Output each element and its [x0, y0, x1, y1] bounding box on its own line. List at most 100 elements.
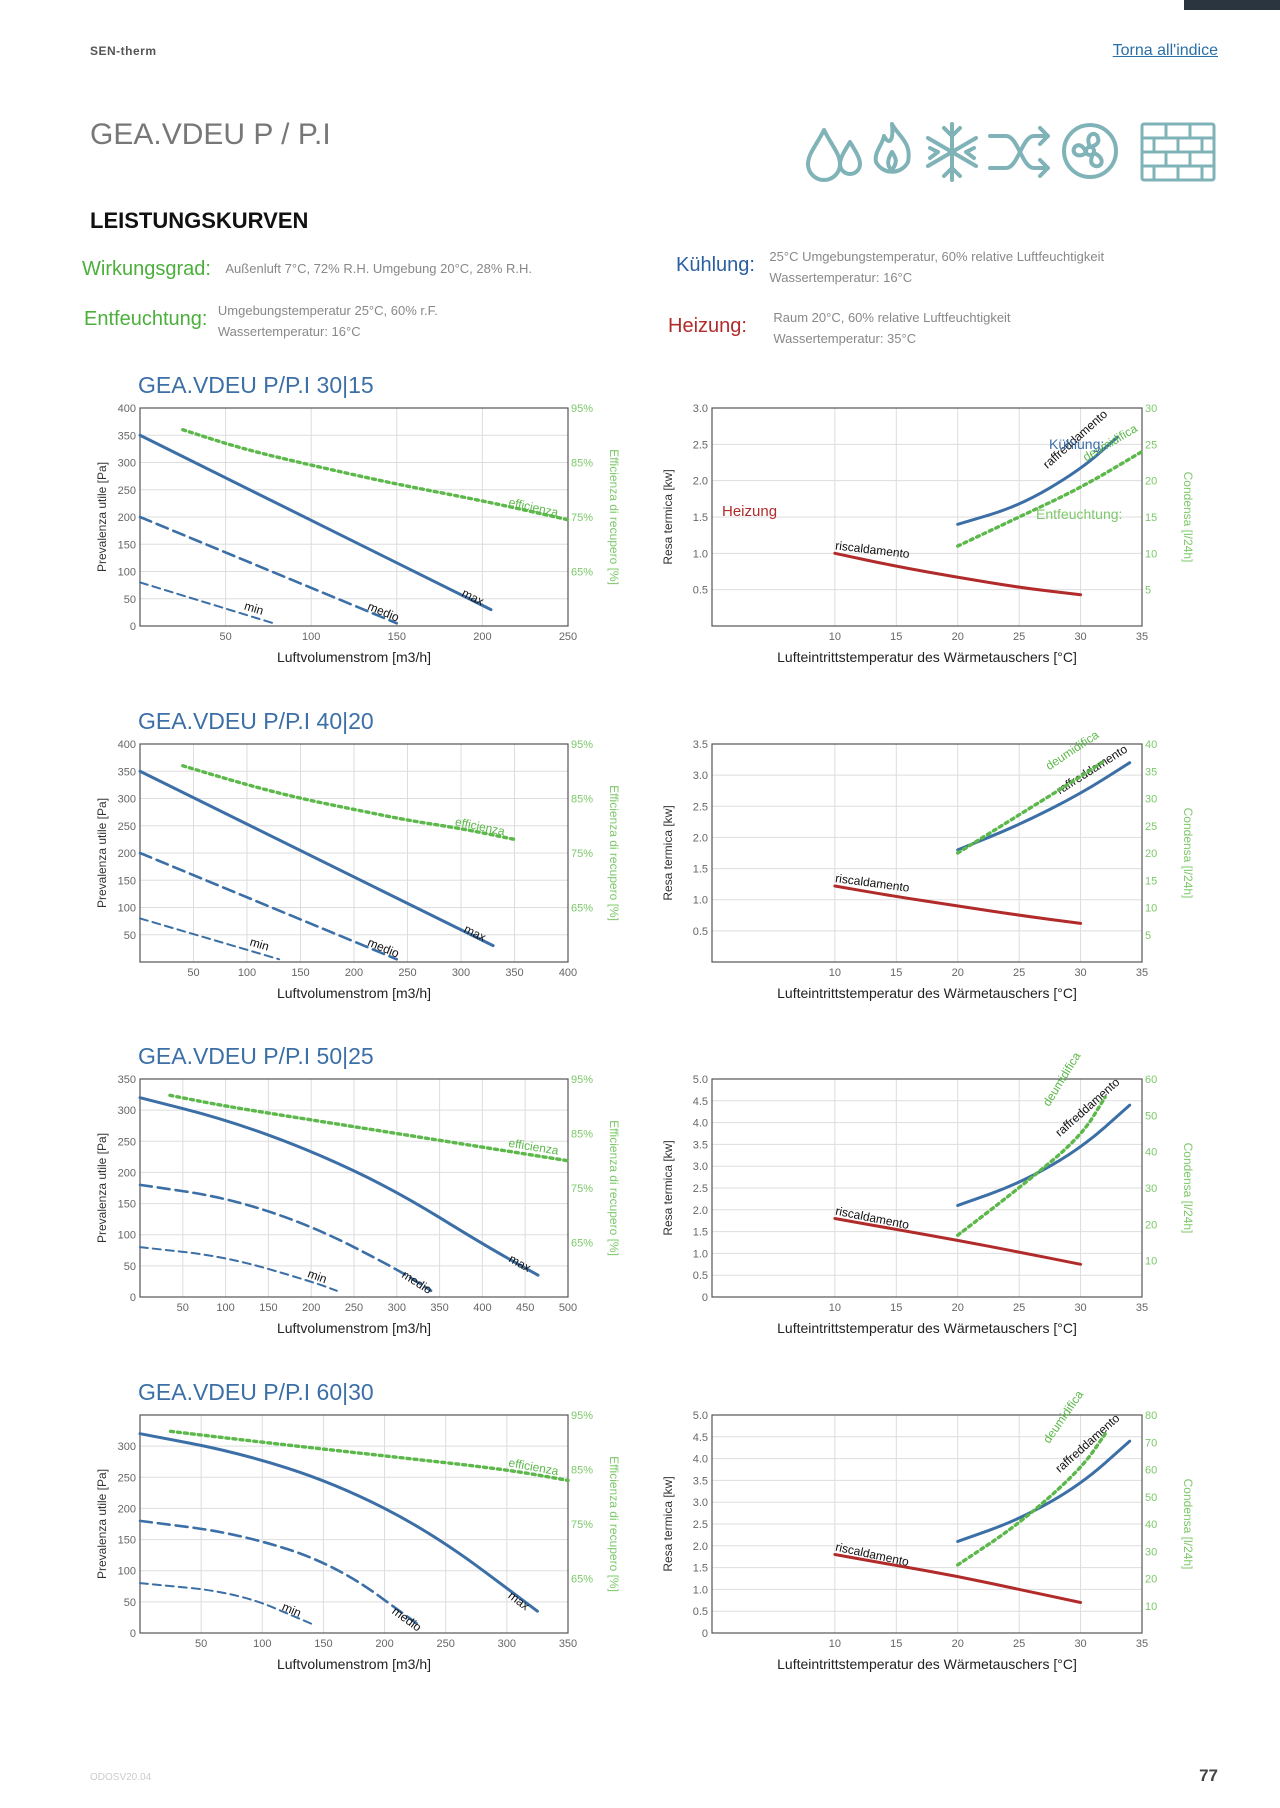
- legend-text: Raum 20°C, 60% relative Luftfeuchtigkeit…: [773, 307, 1010, 349]
- y2-tick-label: 70: [1145, 1437, 1157, 1449]
- y-tick-label: 4.0: [693, 1454, 708, 1466]
- x-tick-label: 250: [398, 967, 416, 979]
- series-min: [139, 917, 281, 961]
- y2-tick-label: 40: [1145, 739, 1157, 751]
- x-tick-label: 250: [345, 1302, 363, 1314]
- series-medio: [138, 851, 399, 961]
- y-tick-label: 2.0: [693, 476, 708, 488]
- y-tick-label: 1.5: [693, 864, 708, 876]
- shuffle-arrows-icon: [988, 126, 1050, 178]
- plot-frame: [711, 743, 1143, 963]
- x-tick-label: 300: [498, 1638, 516, 1650]
- series-deumidifica: [956, 758, 1107, 855]
- series-label-riscaldamento: riscaldamento: [834, 1540, 910, 1569]
- x-tick-label: 200: [375, 1638, 393, 1650]
- y-tick-label: 4.0: [693, 1118, 708, 1130]
- y2-tick-label: 35: [1145, 766, 1157, 778]
- y2-axis-label: Condensa [l/24h]: [1181, 808, 1195, 899]
- plot-frame: [711, 1078, 1143, 1298]
- y2-tick-label: 95%: [571, 403, 593, 415]
- y-tick-label: 1.0: [693, 1248, 708, 1260]
- series-max: [138, 433, 493, 612]
- x-tick-label: 15: [890, 631, 902, 643]
- y-tick-label: 200: [118, 848, 136, 860]
- x-tick-label: 500: [559, 1302, 577, 1314]
- x-tick-label: 30: [1074, 631, 1086, 643]
- fan-curve-chart-30-15: 50 100 150 200 250 0 50 100 150 200 250 300 350 400 65…: [95, 403, 621, 665]
- annotation-kuehlung: Kühlung:: [1049, 436, 1104, 452]
- y2-tick-label: 50: [1145, 1492, 1157, 1504]
- x-tick-label: 50: [187, 967, 199, 979]
- x-tick-label: 450: [516, 1302, 534, 1314]
- x-tick-label: 30: [1074, 1638, 1086, 1650]
- legend-text-line: Wassertemperatur: 35°C: [773, 331, 917, 346]
- y2-tick-label: 65%: [571, 1574, 593, 1586]
- y-tick-label: 1.5: [693, 1227, 708, 1239]
- x-tick-label: 350: [430, 1302, 448, 1314]
- fan-curve-chart-60-30: 50 100 150 200 250 300 350 0 50 100 150 200 250 300 65…: [95, 1410, 621, 1672]
- x-axis-label: Lufteintrittstemperatur des Wärmetausche…: [777, 1656, 1077, 1672]
- y2-tick-label: 25: [1145, 821, 1157, 833]
- x-tick-label: 250: [559, 631, 577, 643]
- series-medio: [138, 1519, 423, 1629]
- y-tick-label: 200: [118, 1503, 136, 1515]
- feature-icons: [806, 122, 1216, 182]
- y-tick-label: 0: [702, 1292, 708, 1304]
- y-tick-label: 0: [130, 621, 136, 633]
- x-axis-label: Lufteintrittstemperatur des Wärmetausche…: [777, 1320, 1077, 1336]
- y-tick-label: 350: [118, 1074, 136, 1086]
- y-axis-label: Resa termica [kw]: [661, 1140, 675, 1235]
- document-code: ODOSV20.04: [90, 1772, 152, 1783]
- y-tick-label: 0.5: [693, 1270, 708, 1282]
- series-label-riscaldamento: riscaldamento: [835, 538, 911, 561]
- x-tick-label: 25: [1013, 1302, 1025, 1314]
- plot-frame: [711, 1414, 1143, 1634]
- y2-tick-label: 60: [1145, 1074, 1157, 1086]
- page-title: GEA.VDEU P / P.I: [90, 118, 331, 151]
- x-tick-label: 20: [952, 967, 964, 979]
- y2-axis-label: Efficienza di recupero [%]: [607, 449, 621, 585]
- y2-tick-label: 10: [1145, 903, 1157, 915]
- y-tick-label: 200: [118, 512, 136, 524]
- y-axis-label: Prevalenza utile [Pa]: [95, 462, 109, 572]
- y-axis-label: Resa termica [kw]: [661, 469, 675, 564]
- y-tick-label: 150: [118, 1199, 136, 1211]
- back-to-index-link[interactable]: Torna all'indice: [1112, 42, 1218, 59]
- y2-tick-label: 20: [1145, 1574, 1157, 1586]
- y2-tick-label: 65%: [571, 1238, 593, 1250]
- x-tick-label: 400: [473, 1302, 491, 1314]
- y2-tick-label: 5: [1145, 930, 1151, 942]
- y-axis-label: Prevalenza utile [Pa]: [95, 798, 109, 908]
- x-axis-label: Luftvolumenstrom [m3/h]: [277, 985, 431, 1001]
- grid: [140, 1415, 569, 1634]
- x-tick-label: 35: [1136, 631, 1148, 643]
- legend-text-line: Wassertemperatur: 16°C: [769, 270, 913, 285]
- x-tick-label: 10: [829, 1302, 841, 1314]
- x-axis-label: Luftvolumenstrom [m3/h]: [277, 1320, 431, 1336]
- y-tick-label: 150: [118, 1535, 136, 1547]
- x-tick-label: 10: [829, 1638, 841, 1650]
- y2-tick-label: 30: [1145, 794, 1157, 806]
- legend-key: Wirkungsgrad:: [82, 258, 211, 280]
- y-tick-label: 250: [118, 1472, 136, 1484]
- y-tick-label: 250: [118, 821, 136, 833]
- grid: [140, 1078, 569, 1298]
- y2-tick-label: 85%: [571, 1465, 593, 1477]
- y-tick-label: 50: [124, 1261, 136, 1273]
- y2-tick-label: 80: [1145, 1410, 1157, 1422]
- y-tick-label: 300: [118, 794, 136, 806]
- x-tick-label: 200: [345, 967, 363, 979]
- x-tick-label: 10: [829, 631, 841, 643]
- legend-key: Heizung:: [668, 315, 747, 337]
- y-tick-label: 3.0: [693, 403, 708, 415]
- y-tick-label: 0: [130, 1628, 136, 1640]
- thermal-chart-50-25: 10 15 20 25 30 35 0 0.5 1.0 1.5 2.0 2.5 3.0 3.5 4.0 4.5…: [661, 1049, 1195, 1336]
- y-tick-label: 0: [130, 1292, 136, 1304]
- y2-tick-label: 60: [1145, 1465, 1157, 1477]
- series-medio: [138, 515, 399, 625]
- y2-tick-label: 75%: [571, 1519, 593, 1531]
- x-tick-label: 25: [1013, 1638, 1025, 1650]
- series-label-medio: medio: [389, 1604, 424, 1635]
- series-label-riscaldamento: riscaldamento: [834, 1204, 910, 1232]
- series-deumidifica: [956, 1095, 1107, 1237]
